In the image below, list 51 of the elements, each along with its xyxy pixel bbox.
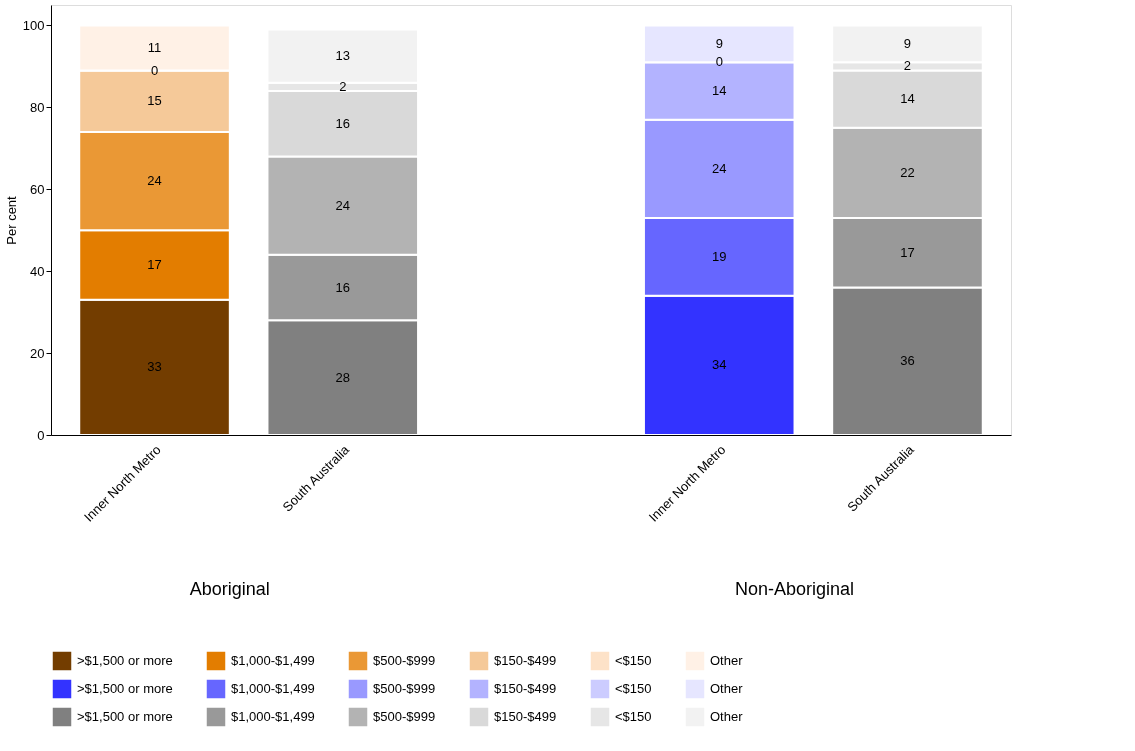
y-tick-label: 20 bbox=[30, 345, 45, 361]
data-label: 28 bbox=[335, 369, 350, 385]
legend-label: $150-$499 bbox=[494, 709, 557, 724]
data-label: 11 bbox=[147, 40, 162, 55]
legend-label: $500-$999 bbox=[373, 709, 436, 724]
legend-label: $500-$999 bbox=[373, 653, 436, 668]
data-label: 22 bbox=[900, 164, 915, 180]
legend-label: $1,000-$1,499 bbox=[231, 681, 315, 696]
data-label: 9 bbox=[903, 35, 912, 51]
y-tick-label: 40 bbox=[30, 263, 45, 279]
legend-label: >$1,500 or more bbox=[77, 653, 173, 668]
data-label: 15 bbox=[147, 93, 162, 109]
data-label: 17 bbox=[147, 257, 162, 273]
legend-label: $500-$999 bbox=[373, 681, 436, 696]
legend-label: >$1,500 or more bbox=[77, 709, 173, 724]
data-label: 2 bbox=[339, 78, 347, 94]
data-label: 24 bbox=[335, 197, 350, 213]
data-label: 2 bbox=[903, 58, 912, 74]
data-label: 33 bbox=[147, 359, 162, 375]
data-label: 16 bbox=[335, 279, 350, 295]
data-label: 0 bbox=[150, 62, 159, 78]
legend-label: >$1,500 or more bbox=[77, 681, 173, 696]
text: Non-Aboriginal bbox=[734, 579, 855, 599]
data-label: 0 bbox=[715, 54, 723, 70]
legend-label: $1,000-$1,499 bbox=[231, 653, 315, 668]
text: Aboriginal bbox=[189, 579, 270, 599]
legend-label: Other bbox=[710, 653, 744, 668]
data-label: 16 bbox=[335, 115, 350, 131]
data-label: 24 bbox=[147, 173, 162, 189]
data-label: 17 bbox=[900, 244, 915, 260]
data-label: 19 bbox=[712, 248, 727, 264]
y-tick-label: 60 bbox=[30, 181, 45, 197]
legend-label: Other bbox=[710, 681, 744, 696]
data-label: 34 bbox=[712, 357, 727, 373]
legend-label: Other bbox=[710, 709, 744, 724]
legend-label: $150-$499 bbox=[494, 653, 557, 668]
data-label: 14 bbox=[712, 83, 727, 98]
legend-label: <$150 bbox=[615, 653, 652, 668]
legend-label: $1,000-$1,499 bbox=[231, 709, 315, 724]
data-label: 14 bbox=[900, 91, 915, 107]
y-axis-title: Per cent bbox=[3, 195, 19, 245]
data-label: 24 bbox=[712, 160, 727, 176]
y-tick-label: 80 bbox=[30, 99, 45, 115]
legend-label: <$150 bbox=[615, 709, 652, 724]
data-label: 13 bbox=[335, 48, 350, 64]
legend-label: <$150 bbox=[615, 681, 652, 696]
legend-label: $150-$499 bbox=[494, 681, 557, 696]
data-label: 9 bbox=[715, 35, 723, 51]
y-tick-label: 0 bbox=[37, 427, 45, 443]
y-tick-label: 100 bbox=[22, 17, 45, 33]
data-label: 36 bbox=[900, 353, 915, 369]
